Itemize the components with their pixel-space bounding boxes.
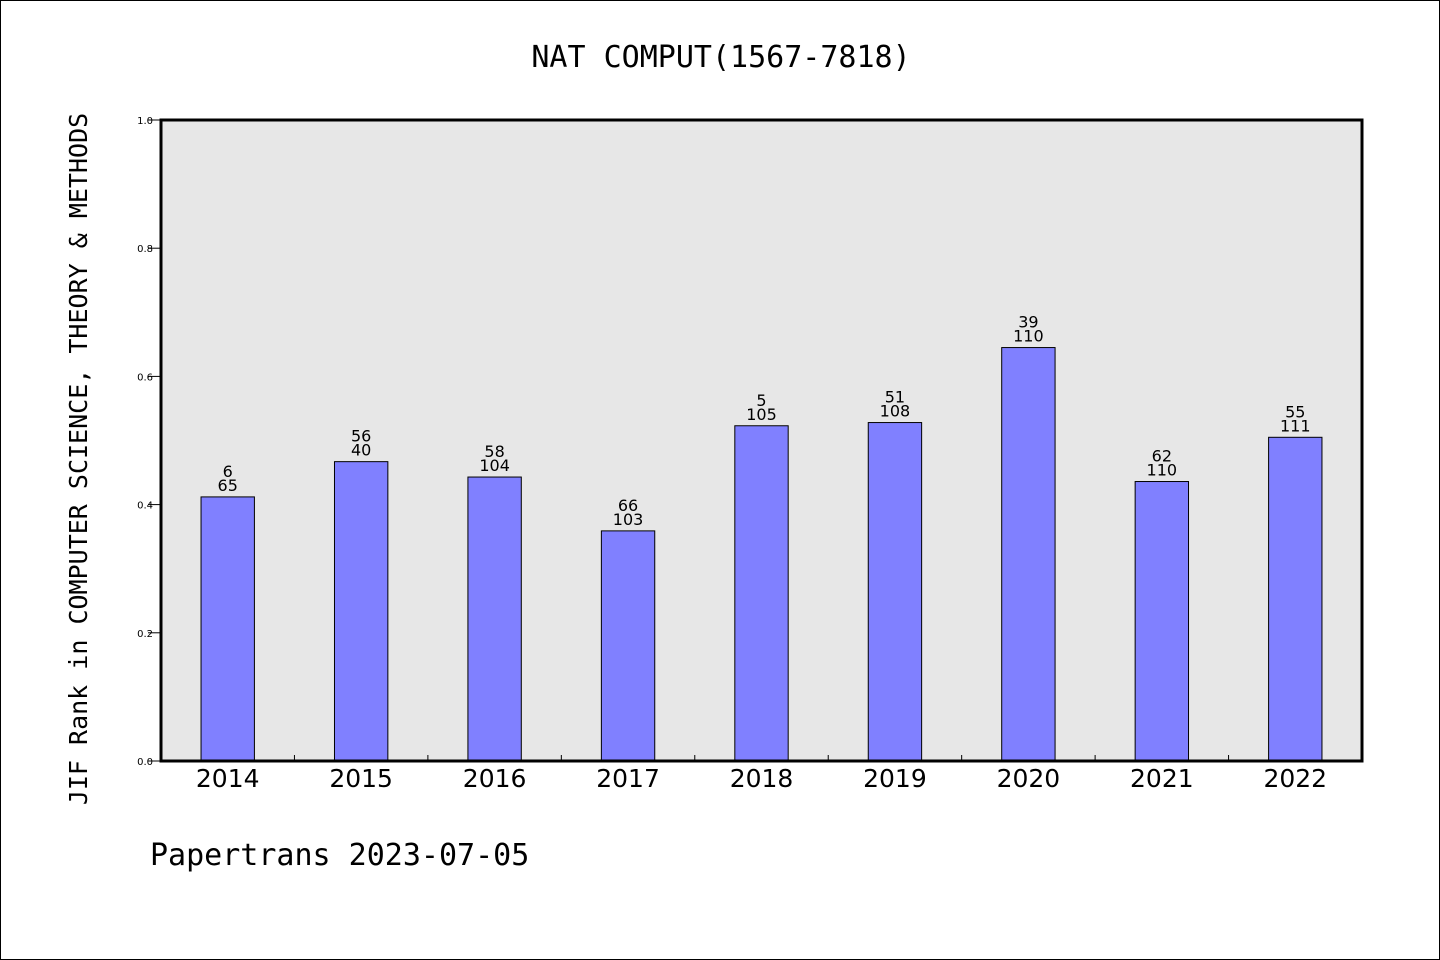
footer-text: Papertrans 2023-07-05	[150, 838, 529, 873]
bars-group	[200, 347, 1323, 762]
bar-rank-label: 66	[618, 496, 638, 515]
bar-rank-label: 62	[1152, 447, 1172, 466]
bar-total-label: 110	[1147, 461, 1178, 480]
x-tick-label: 2019	[863, 764, 927, 793]
bar	[734, 425, 789, 762]
x-axis: 2014 2015 2016 2017 2018 2019 2020 2021 2022	[196, 755, 1327, 793]
bar	[1001, 347, 1056, 762]
bar-rank-label: 39	[1018, 313, 1038, 332]
bar-total-label: 104	[479, 456, 510, 475]
y-tick-label: 0.6	[137, 372, 153, 383]
x-tick-label: 2020	[997, 764, 1061, 793]
x-tick-label: 2015	[329, 764, 393, 793]
bar	[867, 422, 923, 762]
x-tick-label: 2022	[1263, 764, 1327, 793]
chart-title: NAT COMPUT(1567-7818)	[531, 40, 910, 75]
y-tick-label: 0.2	[137, 629, 153, 640]
x-tick-label: 2021	[1130, 764, 1194, 793]
x-tick-label: 2018	[730, 764, 794, 793]
bar-rank-label: 5	[756, 391, 766, 410]
bar-rank-label: 55	[1285, 402, 1305, 421]
bar	[600, 530, 656, 762]
y-tick-label: 0.4	[137, 501, 153, 512]
bar-total-label: 108	[880, 402, 911, 421]
bar-total-label: 110	[1013, 327, 1044, 346]
x-tick-label: 2014	[196, 764, 260, 793]
y-axis: 0.0 0.2 0.4 0.6 0.8 1.0	[137, 116, 161, 768]
bar	[1134, 481, 1190, 762]
bar-rank-label: 58	[484, 442, 504, 461]
bar	[1268, 436, 1323, 762]
y-tick-label: 0.0	[137, 757, 153, 768]
bar-total-label: 103	[613, 510, 644, 529]
bar-total-label: 40	[351, 441, 371, 460]
bar-rank-label: 51	[885, 388, 905, 407]
bar-rank-label: 56	[351, 427, 371, 446]
bar	[333, 461, 389, 762]
bar	[467, 476, 522, 762]
y-tick-label: 1.0	[137, 116, 153, 127]
x-tick-label: 2016	[463, 764, 527, 793]
bar-total-label: 105	[746, 405, 777, 424]
x-tick-label: 2017	[596, 764, 660, 793]
bar	[200, 496, 255, 762]
y-tick-label: 0.8	[137, 244, 153, 255]
bar-total-label: 111	[1280, 416, 1311, 435]
plot-frame	[159, 118, 1364, 763]
y-axis-label: JIF Rank in COMPUTER SCIENCE, THEORY & M…	[64, 113, 93, 805]
bar-total-label: 65	[218, 476, 238, 495]
bar-rank-label: 6	[223, 462, 233, 481]
